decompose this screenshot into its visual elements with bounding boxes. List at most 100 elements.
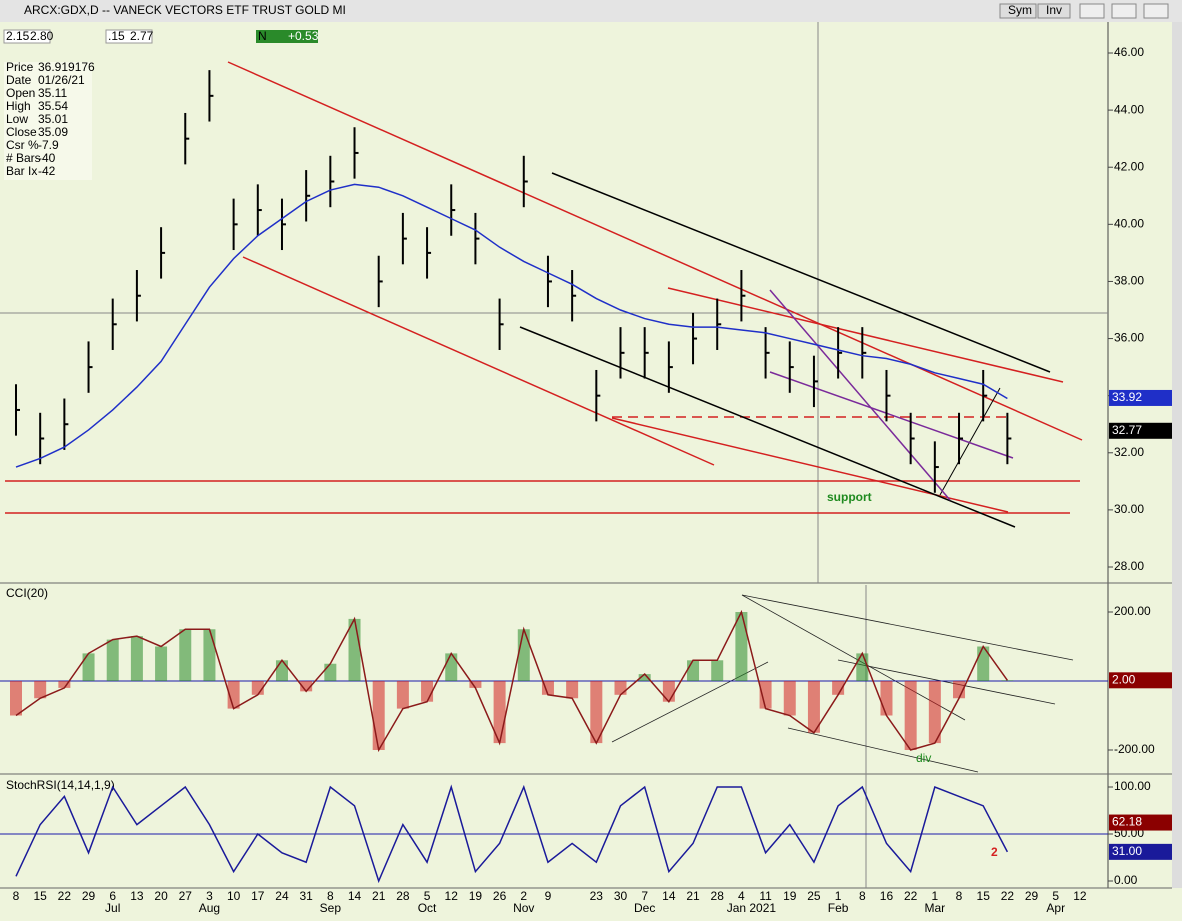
last-value-box [1109, 422, 1172, 439]
info-panel [4, 62, 92, 180]
toolbar-field: 2.80 [30, 29, 54, 43]
field[interactable] [3, 29, 51, 44]
month-label: Dec [634, 901, 655, 915]
cci-bar [130, 636, 143, 681]
cci-bar [759, 681, 772, 709]
month-label: Nov [513, 901, 534, 915]
y-tick-label: 32.00 [1114, 445, 1144, 459]
y-tick-label: 0.00 [1114, 873, 1138, 887]
cci-bar [541, 681, 554, 695]
month-label: Jul [105, 901, 120, 915]
minimize[interactable] [1079, 3, 1105, 19]
last-value-box [1109, 814, 1172, 831]
x-tick-label: 8 [327, 889, 334, 903]
cci-bar [566, 681, 579, 699]
last-value-label: 62.18 [1112, 815, 1142, 829]
stoch-line [15, 784, 1009, 884]
cci-bar [300, 681, 313, 692]
cci-bar [904, 681, 917, 750]
y-tick-label: 28.00 [1114, 559, 1144, 573]
x-tick-label: 6 [109, 889, 116, 903]
y-tick-label: 42.00 [1114, 159, 1144, 173]
info-key: Csr % [6, 138, 39, 152]
x-tick-label: 27 [179, 889, 193, 903]
month-label: Jan 2021 [727, 901, 777, 915]
x-tick-label: 4 [738, 889, 745, 903]
cci-bar [711, 660, 724, 681]
inv-label[interactable]: Inv [1046, 3, 1062, 17]
scrollbar[interactable] [1172, 22, 1182, 888]
stoch-title: StochRSI(14,14,1,9) [6, 778, 115, 792]
inv-button[interactable] [1037, 3, 1071, 19]
x-tick-label: 12 [1073, 889, 1087, 903]
x-tick-label: 8 [859, 889, 866, 903]
info-key: High [6, 99, 31, 113]
cci-bar [275, 660, 288, 681]
cci-bar [735, 612, 748, 681]
x-tick-label: 29 [82, 889, 96, 903]
y-tick-label: 44.00 [1114, 102, 1144, 116]
cci-bar [517, 629, 530, 681]
info-key: Close [6, 125, 37, 139]
cci-bar [807, 681, 820, 733]
cci-bar [856, 653, 869, 681]
x-tick-label: 14 [348, 889, 362, 903]
stoch-annotation: 2 [991, 845, 998, 859]
x-tick-label: 9 [545, 889, 552, 903]
x-tick-label: 14 [662, 889, 676, 903]
x-tick-label: 21 [686, 889, 700, 903]
info-key: Open [6, 86, 35, 100]
cci-bar [928, 681, 941, 744]
toolbar-field: 2.15 [6, 29, 30, 43]
x-tick-label: 28 [396, 889, 410, 903]
purple-lines [769, 289, 1014, 501]
cci-bar [10, 681, 22, 716]
last-value-label: 32.77 [1112, 423, 1142, 437]
info-key: Date [6, 73, 32, 87]
x-tick-label: 7 [641, 889, 648, 903]
cci-bar [179, 629, 192, 681]
info-key: Low [6, 112, 28, 126]
window-title: ARCX:GDX,D -- VANECK VECTORS ETF TRUST G… [24, 3, 346, 17]
support-label: support [827, 490, 872, 504]
cci-bar [58, 681, 71, 688]
change-box [256, 30, 318, 43]
close[interactable] [1143, 3, 1169, 19]
x-tick-label: 22 [1001, 889, 1015, 903]
x-tick-label: 5 [1052, 889, 1059, 903]
y-tick-label: 46.00 [1114, 45, 1144, 59]
info-key: Bar Ix [6, 164, 37, 178]
x-tick-label: 8 [956, 889, 963, 903]
y-tick-label: 100.00 [1114, 779, 1151, 793]
x-tick-label: 24 [275, 889, 289, 903]
last-value-label: 2.00 [1112, 672, 1136, 686]
cci-bar [227, 681, 240, 709]
y-tick-label: 38.00 [1114, 274, 1144, 288]
div-label: div [916, 751, 931, 765]
month-label: Feb [828, 901, 849, 915]
maximize[interactable] [1111, 3, 1137, 19]
sym-button[interactable] [999, 3, 1037, 19]
toolbar: 2.152.80 .15 2.77 [6, 29, 154, 43]
month-label: Sep [320, 901, 342, 915]
info-key: Price [6, 60, 34, 74]
trendlines [5, 61, 1083, 514]
x-tick-label: 21 [372, 889, 386, 903]
x-tick-label: 28 [711, 889, 725, 903]
field[interactable] [105, 29, 153, 44]
cci-bar [469, 681, 482, 688]
sym-label[interactable]: Sym [1008, 3, 1032, 17]
x-tick-label: 5 [424, 889, 431, 903]
month-label: Apr [1046, 901, 1065, 915]
y-tick-label: 30.00 [1114, 502, 1144, 516]
x-tick-label: 31 [299, 889, 313, 903]
x-tick-label: 19 [469, 889, 483, 903]
info-value: -7.9 [38, 138, 59, 152]
x-tick-label: 15 [977, 889, 991, 903]
cci-bar [953, 681, 966, 699]
last-value-box [1109, 672, 1172, 689]
x-tick-label: 17 [251, 889, 265, 903]
cci-bar [880, 681, 893, 716]
